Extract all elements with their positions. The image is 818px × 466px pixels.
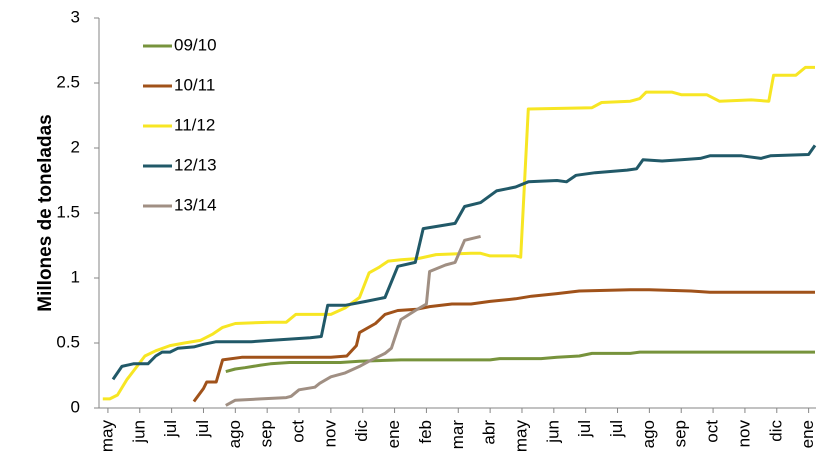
- legend-label: 09/10: [174, 35, 217, 54]
- legend-label: 12/13: [174, 155, 217, 174]
- y-tick-label: 0.5: [56, 332, 80, 351]
- x-tick-label: may: [511, 420, 530, 453]
- x-tick-label: oct: [703, 420, 722, 443]
- x-tick-label: mar: [448, 420, 467, 450]
- x-tick-label: jul: [161, 420, 180, 438]
- x-tick-label: jun: [543, 420, 562, 444]
- x-tick-label: jun: [129, 420, 148, 444]
- x-tick-label: may: [97, 420, 116, 453]
- x-tick-label: ago: [225, 420, 244, 448]
- y-tick-label: 0: [71, 397, 80, 416]
- x-tick-label: nov: [734, 420, 753, 448]
- legend-label: 10/11: [174, 75, 215, 94]
- x-tick-label: ago: [639, 420, 658, 448]
- x-tick-label: jul: [575, 420, 594, 438]
- series-line: [102, 65, 815, 401]
- x-tick-label: dic: [352, 420, 371, 442]
- x-tick-label: dic: [766, 420, 785, 442]
- legend-label: 13/14: [174, 195, 217, 214]
- y-tick-label: 3: [71, 7, 80, 26]
- y-axis-title: Millones de toneladas: [35, 114, 56, 311]
- x-tick-label: sep: [257, 420, 276, 447]
- x-tick-label: oct: [289, 420, 308, 443]
- series-line: [225, 350, 815, 374]
- x-tick-label: nov: [320, 420, 339, 448]
- x-tick-label: ene: [798, 420, 817, 448]
- legend-label: 11/12: [174, 115, 215, 134]
- series-line: [111, 144, 817, 381]
- x-tick-label: jul: [607, 420, 626, 438]
- y-tick-label: 1.5: [56, 202, 80, 221]
- x-tick-label: feb: [416, 420, 435, 444]
- y-tick-label: 2.5: [56, 72, 80, 91]
- x-tick-label: sep: [671, 420, 690, 447]
- x-tick-label: ene: [384, 420, 403, 448]
- x-tick-label: abr: [480, 420, 499, 445]
- series-line: [225, 234, 481, 407]
- x-tick-label: jul: [193, 420, 212, 438]
- y-tick-label: 1: [71, 267, 80, 286]
- y-tick-label: 2: [71, 137, 80, 156]
- series-line: [192, 288, 815, 403]
